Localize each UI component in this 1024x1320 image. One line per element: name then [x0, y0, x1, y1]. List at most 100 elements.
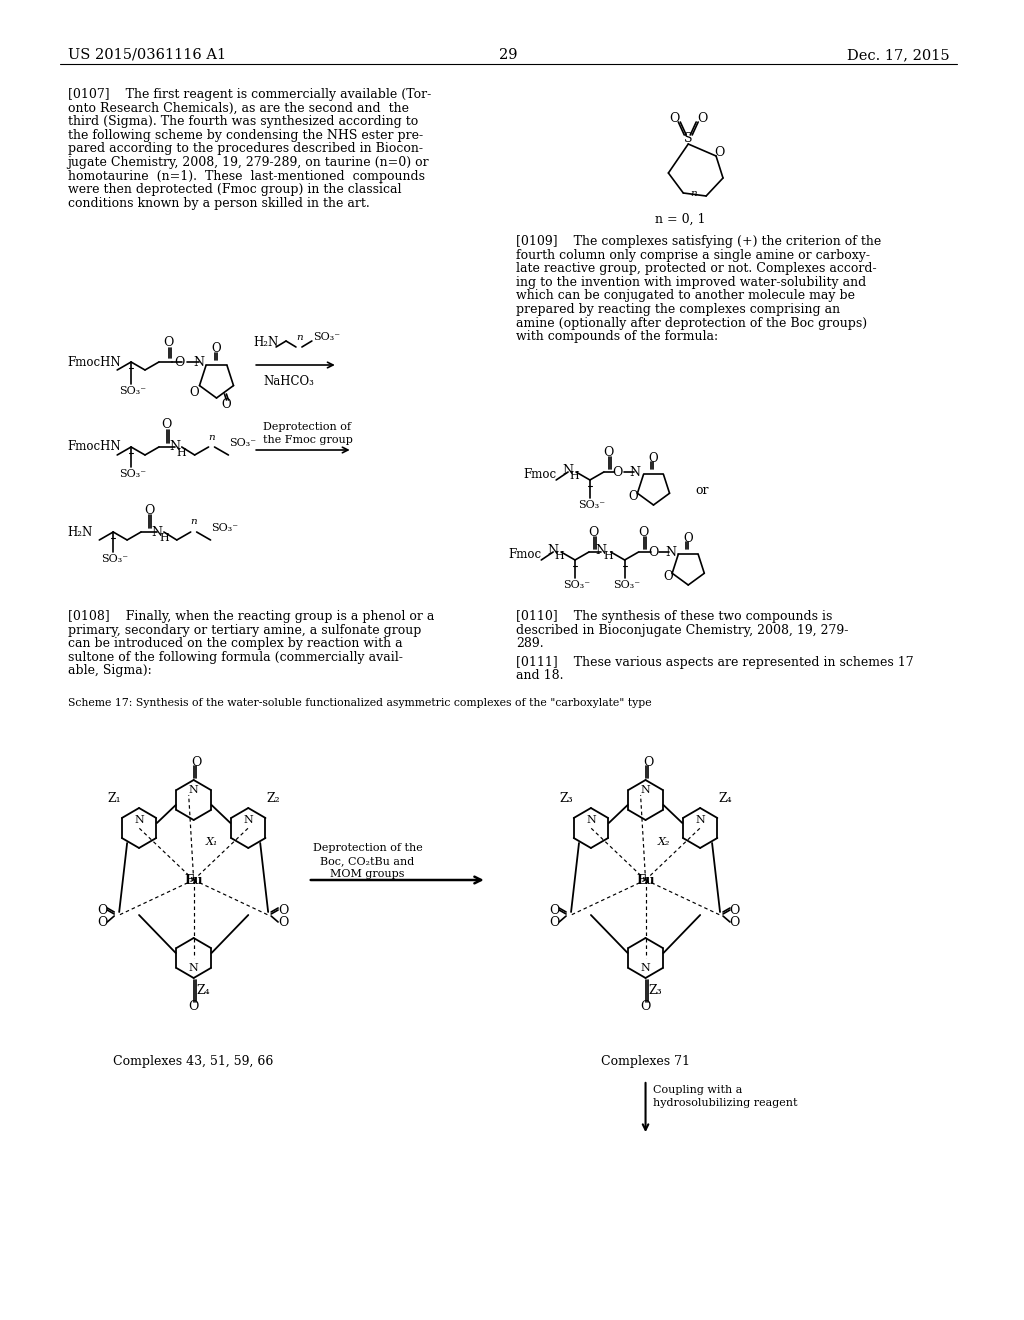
- Text: 29: 29: [500, 48, 518, 62]
- Text: N: N: [188, 964, 199, 973]
- Text: H: H: [569, 471, 579, 480]
- Text: O: O: [648, 451, 658, 465]
- Text: amine (optionally after deprotection of the Boc groups): amine (optionally after deprotection of …: [516, 317, 867, 330]
- Text: N: N: [152, 525, 163, 539]
- Text: n: n: [209, 433, 215, 441]
- Text: N: N: [665, 545, 676, 558]
- Text: hydrosolubilizing reagent: hydrosolubilizing reagent: [653, 1098, 798, 1107]
- Text: Z₄: Z₄: [718, 792, 732, 804]
- Text: Eu: Eu: [184, 874, 203, 887]
- Text: FmocHN: FmocHN: [68, 355, 121, 368]
- Text: O: O: [603, 446, 614, 458]
- Text: SO₃⁻: SO₃⁻: [313, 333, 340, 342]
- Text: H₂N: H₂N: [253, 337, 279, 350]
- Text: SO₃⁻: SO₃⁻: [119, 385, 146, 396]
- Text: O: O: [278, 903, 288, 916]
- Text: N: N: [169, 441, 180, 454]
- Text: O: O: [188, 999, 199, 1012]
- Text: O: O: [162, 418, 172, 432]
- Text: O: O: [174, 355, 185, 368]
- Text: 289.: 289.: [516, 638, 544, 651]
- Text: Boc, CO₂tBu and: Boc, CO₂tBu and: [321, 855, 415, 866]
- Text: X₁: X₁: [206, 837, 218, 847]
- Text: conditions known by a person skilled in the art.: conditions known by a person skilled in …: [68, 197, 370, 210]
- Text: O: O: [97, 916, 108, 928]
- Text: SO₃⁻: SO₃⁻: [119, 469, 146, 479]
- Text: Complexes 43, 51, 59, 66: Complexes 43, 51, 59, 66: [114, 1055, 273, 1068]
- Text: N: N: [641, 964, 650, 973]
- Text: N: N: [629, 466, 640, 479]
- Text: N: N: [586, 814, 596, 825]
- Text: the following scheme by condensing the NHS ester pre-: the following scheme by condensing the N…: [68, 129, 423, 141]
- Text: Coupling with a: Coupling with a: [653, 1085, 742, 1096]
- Text: O: O: [683, 532, 693, 544]
- Text: H: H: [159, 533, 169, 543]
- Text: O: O: [638, 525, 649, 539]
- Text: or: or: [695, 483, 709, 496]
- Text: NaHCO₃: NaHCO₃: [263, 375, 314, 388]
- Text: primary, secondary or tertiary amine, a sulfonate group: primary, secondary or tertiary amine, a …: [68, 623, 421, 636]
- Text: onto Research Chemicals), as are the second and  the: onto Research Chemicals), as are the sec…: [68, 102, 409, 115]
- Text: O: O: [549, 916, 559, 928]
- Text: [0110]    The synthesis of these two compounds is: [0110] The synthesis of these two compou…: [516, 610, 833, 623]
- Text: N: N: [641, 785, 650, 795]
- Text: Complexes 71: Complexes 71: [601, 1055, 690, 1068]
- Text: N: N: [194, 355, 204, 368]
- Text: were then deprotected (Fmoc group) in the classical: were then deprotected (Fmoc group) in th…: [68, 183, 401, 197]
- Text: O: O: [221, 399, 231, 412]
- Text: ing to the invention with improved water-solubility and: ing to the invention with improved water…: [516, 276, 866, 289]
- Text: O: O: [714, 147, 724, 160]
- Text: SO₃⁻: SO₃⁻: [101, 554, 128, 564]
- Text: SO₃⁻: SO₃⁻: [612, 579, 640, 590]
- Text: O: O: [189, 385, 200, 399]
- Text: SO₃⁻: SO₃⁻: [578, 500, 605, 510]
- Text: O: O: [212, 342, 221, 355]
- Text: third (Sigma). The fourth was synthesized according to: third (Sigma). The fourth was synthesize…: [68, 115, 418, 128]
- Text: H: H: [603, 550, 612, 561]
- Text: N: N: [562, 463, 573, 477]
- Text: jugate Chemistry, 2008, 19, 279-289, on taurine (n=0) or: jugate Chemistry, 2008, 19, 279-289, on …: [68, 156, 429, 169]
- Text: FmocHN: FmocHN: [68, 441, 121, 454]
- Text: SO₃⁻: SO₃⁻: [229, 438, 257, 447]
- Text: Fmoc: Fmoc: [508, 549, 542, 561]
- Text: O: O: [629, 490, 638, 503]
- Text: Scheme 17: Synthesis of the water-soluble functionalized asymmetric complexes of: Scheme 17: Synthesis of the water-solubl…: [68, 698, 651, 708]
- Text: O: O: [664, 569, 673, 582]
- Text: SO₃⁻: SO₃⁻: [212, 523, 239, 533]
- Text: O: O: [730, 903, 740, 916]
- Text: late reactive group, protected or not. Complexes accord-: late reactive group, protected or not. C…: [516, 263, 878, 275]
- Text: homotaurine  (n=1).  These  last-mentioned  compounds: homotaurine (n=1). These last-mentioned …: [68, 169, 425, 182]
- Text: [0109]    The complexes satisfying (+) the criterion of the: [0109] The complexes satisfying (+) the …: [516, 235, 882, 248]
- Text: O: O: [97, 903, 108, 916]
- Text: O: O: [143, 503, 155, 516]
- Text: with compounds of the formula:: with compounds of the formula:: [516, 330, 719, 343]
- Text: H: H: [177, 447, 186, 458]
- Text: N: N: [695, 814, 706, 825]
- Text: O: O: [589, 525, 599, 539]
- Text: which can be conjugated to another molecule may be: which can be conjugated to another molec…: [516, 289, 855, 302]
- Text: O: O: [697, 111, 708, 124]
- Text: n: n: [190, 517, 198, 527]
- Text: O: O: [191, 755, 202, 768]
- Text: Z₄: Z₄: [197, 983, 210, 997]
- Text: [0111]    These various aspects are represented in schemes 17: [0111] These various aspects are represe…: [516, 656, 914, 669]
- Text: H: H: [554, 550, 564, 561]
- Text: N: N: [188, 785, 199, 795]
- Text: X₂: X₂: [657, 837, 670, 847]
- Text: N: N: [134, 814, 144, 825]
- Text: O: O: [549, 903, 559, 916]
- Text: n: n: [690, 190, 697, 198]
- Text: prepared by reacting the complexes comprising an: prepared by reacting the complexes compr…: [516, 304, 841, 315]
- Text: O: O: [730, 916, 740, 928]
- Text: Fmoc: Fmoc: [523, 469, 556, 482]
- Text: MOM groups: MOM groups: [330, 869, 404, 879]
- Text: O: O: [640, 999, 650, 1012]
- Text: Deprotection of the: Deprotection of the: [312, 843, 422, 853]
- Text: Eu: Eu: [636, 874, 655, 887]
- Text: the Fmoc group: the Fmoc group: [263, 436, 353, 445]
- Text: O: O: [669, 111, 680, 124]
- Text: n: n: [296, 333, 302, 342]
- Text: Z₃: Z₃: [648, 983, 663, 997]
- Text: n = 0, 1: n = 0, 1: [655, 213, 706, 226]
- Text: SO₃⁻: SO₃⁻: [563, 579, 590, 590]
